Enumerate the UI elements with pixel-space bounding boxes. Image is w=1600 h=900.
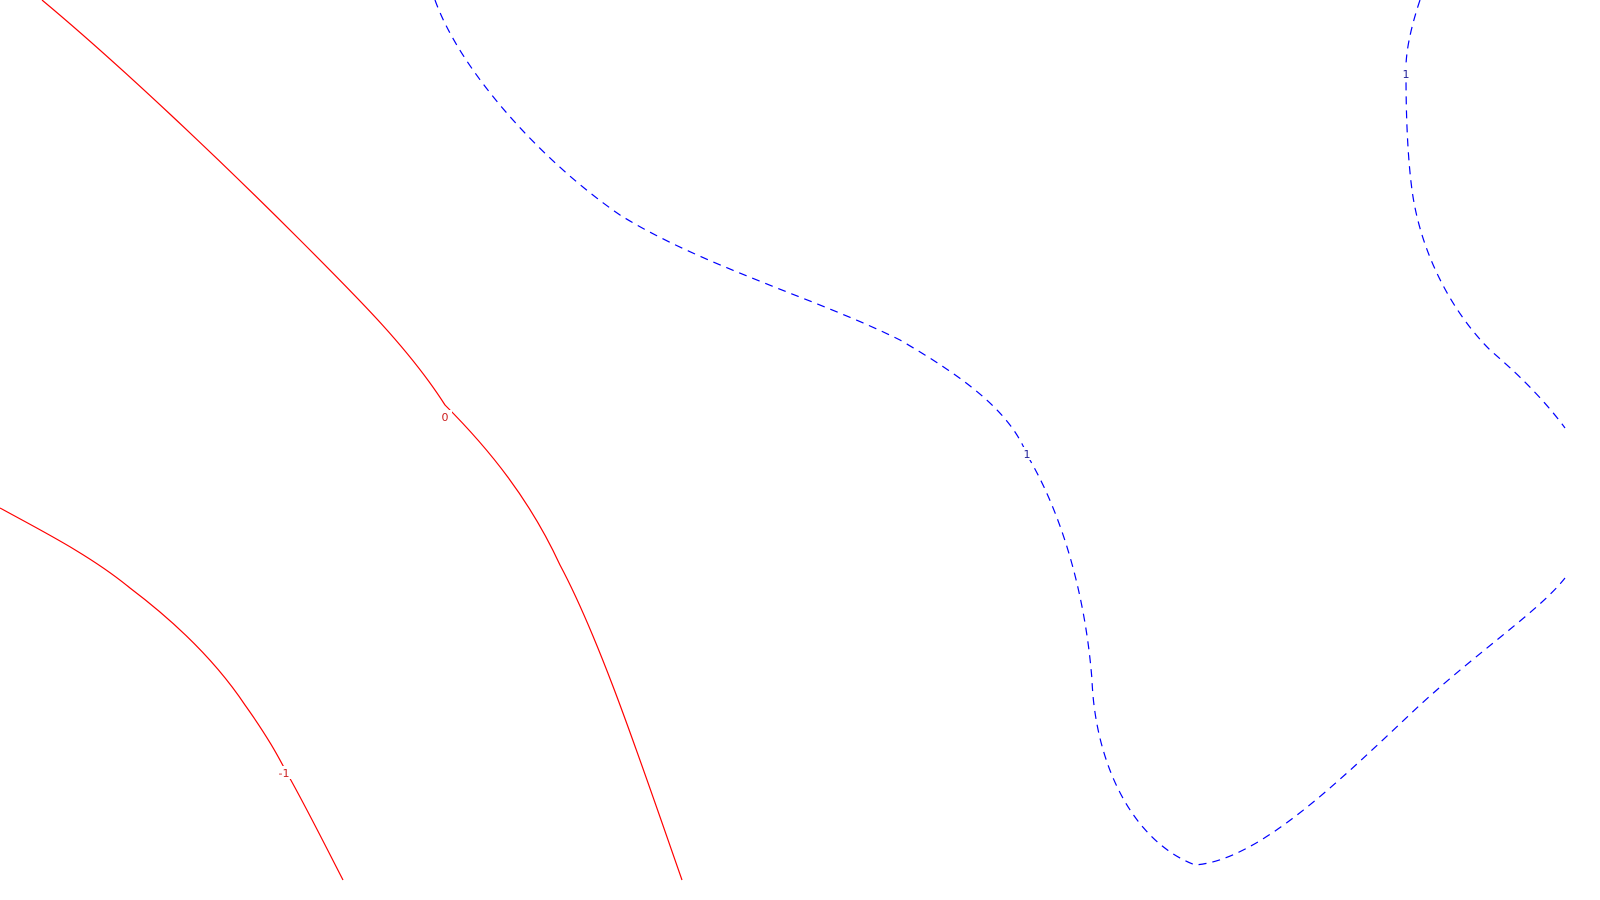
contour-label-mask-1a xyxy=(1020,447,1034,460)
contour-label-minus-1: -1 xyxy=(279,767,290,780)
contour-label-1a: 1 xyxy=(1024,448,1031,461)
contour-line-1-upper-right xyxy=(1405,0,1566,429)
contour-label-mask-minus-1 xyxy=(276,766,292,779)
contour-line-0 xyxy=(41,0,683,881)
contour-line-minus-1 xyxy=(0,507,344,881)
contour-label-1b: 1 xyxy=(1403,68,1410,81)
contour-label-mask-0 xyxy=(437,410,452,423)
contour-label-mask-1b xyxy=(1399,67,1413,80)
contour-label-0: 0 xyxy=(442,411,449,424)
contour-line-1-main xyxy=(434,0,1566,866)
